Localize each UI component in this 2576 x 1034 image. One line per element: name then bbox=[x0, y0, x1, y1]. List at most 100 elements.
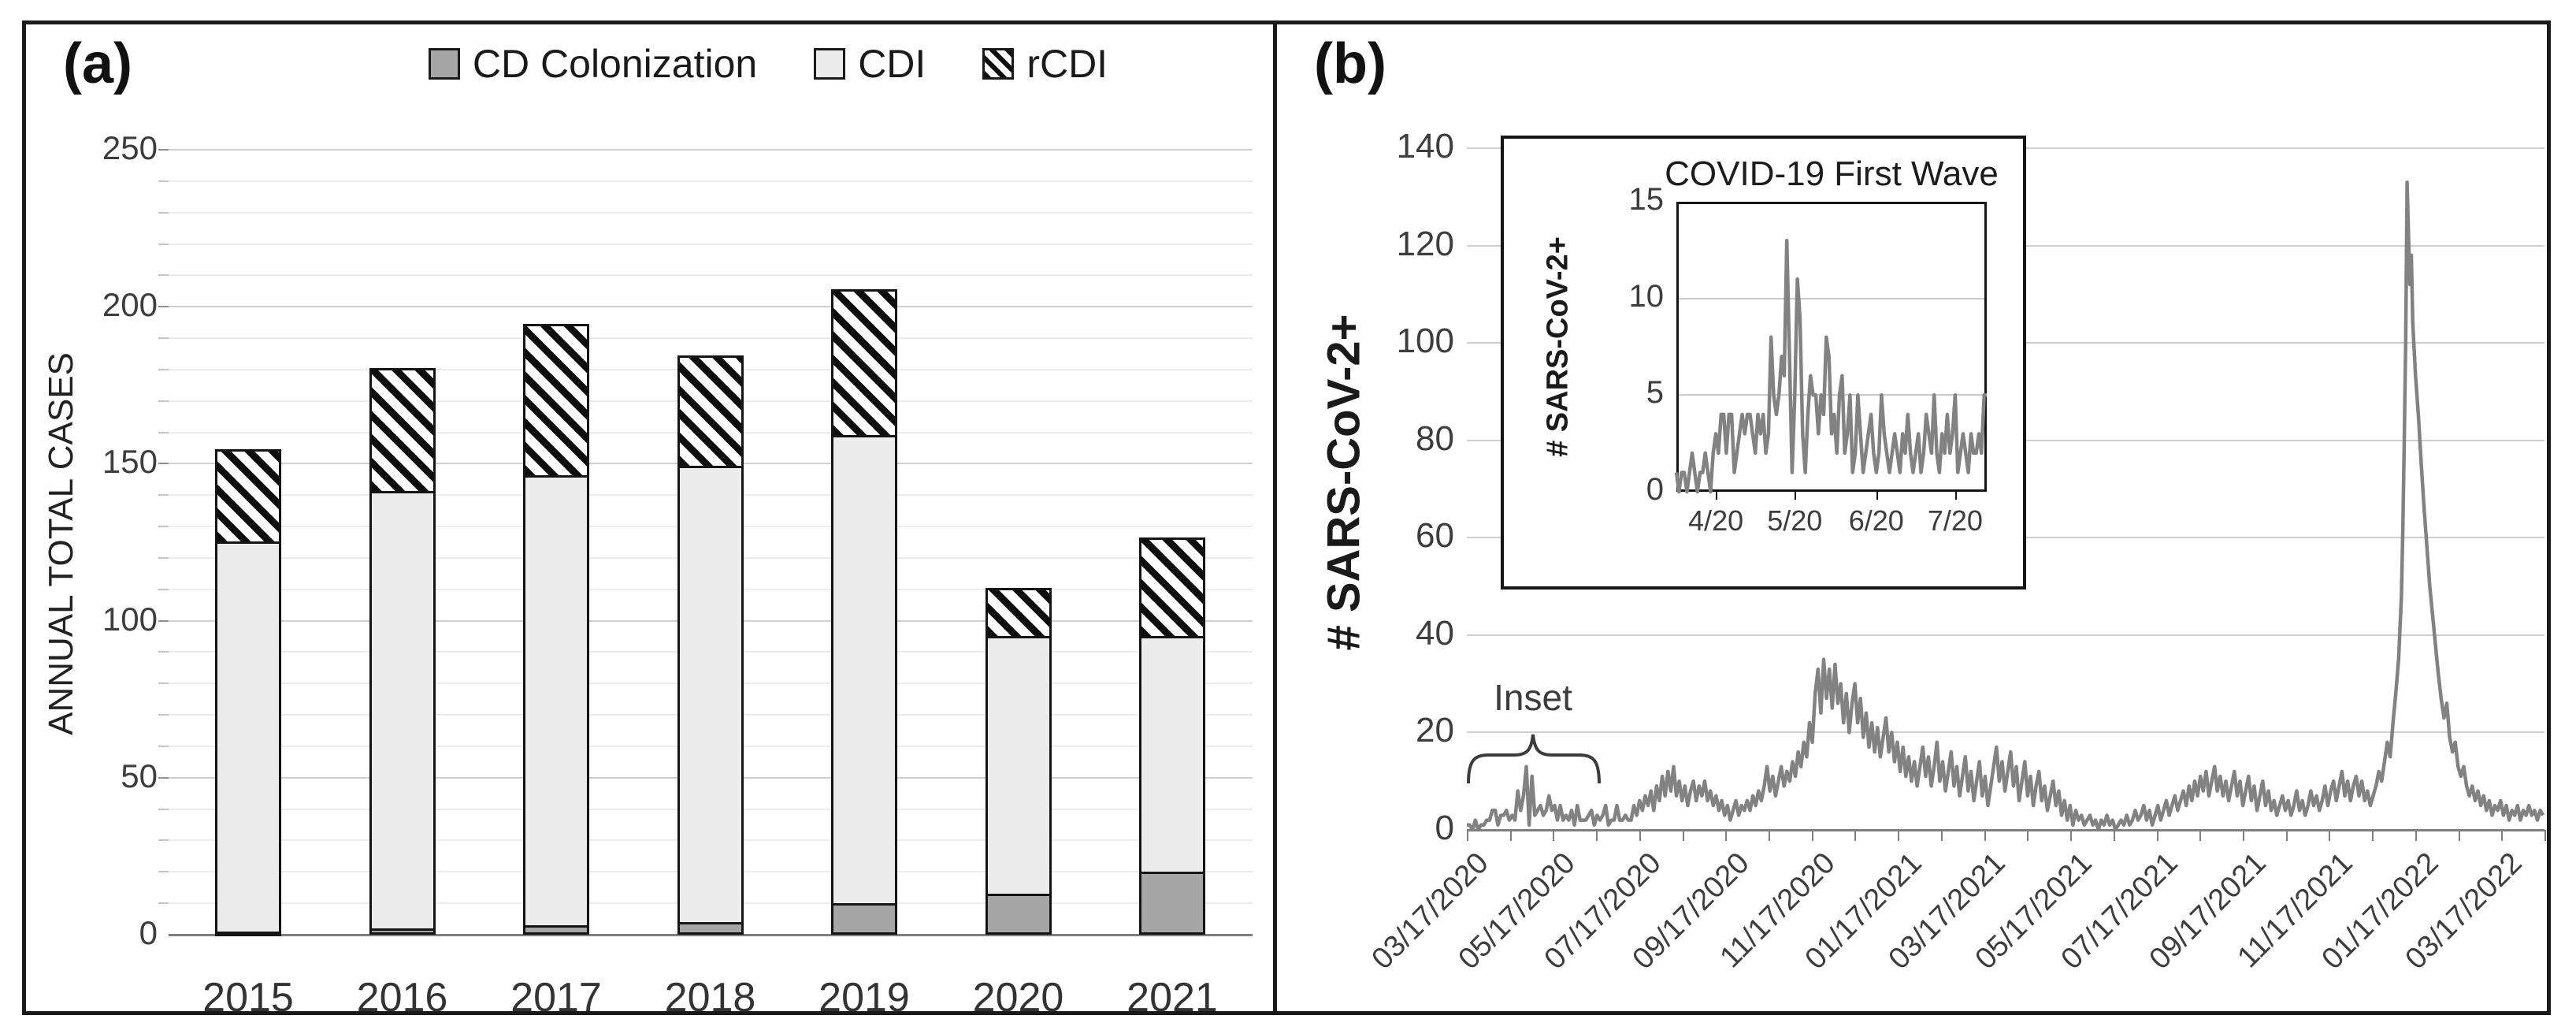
y-tick-label: 80 bbox=[1416, 418, 1454, 458]
inset-x-tick-label: 6/20 bbox=[1848, 504, 1904, 537]
bar-segment-rcdi bbox=[1139, 537, 1205, 638]
y-axis-tick bbox=[158, 149, 169, 151]
inset-x-tick-label: 7/20 bbox=[1927, 504, 1983, 537]
y-axis-tick bbox=[158, 463, 169, 465]
y-axis-tick bbox=[158, 274, 169, 277]
x-category-label: 2017 bbox=[510, 975, 602, 1021]
x-axis-tick bbox=[2544, 830, 2546, 841]
x-axis-tick bbox=[1854, 830, 1857, 841]
gridline-major bbox=[169, 306, 1253, 308]
x-category-label: 2021 bbox=[1127, 975, 1218, 1021]
legend: CD Colonization CDI rCDI bbox=[284, 41, 1253, 87]
x-axis-line bbox=[1467, 829, 2544, 831]
bar-segment-cd-colonization bbox=[1139, 872, 1205, 935]
legend-item-cd-colonization: CD Colonization bbox=[428, 41, 758, 87]
inset-x-axis-tick bbox=[1795, 492, 1797, 500]
x-axis-tick bbox=[1553, 830, 1555, 841]
legend-item-rcdi: rCDI bbox=[982, 41, 1108, 87]
legend-item-cdi: CDI bbox=[814, 41, 926, 87]
gridline-minor bbox=[169, 243, 1253, 245]
y-axis-tick bbox=[158, 494, 169, 497]
y-tick-label: 250 bbox=[102, 129, 158, 166]
y-axis-tick bbox=[158, 745, 169, 747]
x-axis-tick bbox=[1682, 830, 1684, 841]
y-axis-tick bbox=[158, 556, 169, 559]
bar-segment-cdi bbox=[369, 491, 436, 932]
x-axis-tick bbox=[1940, 830, 1943, 841]
x-axis-tick bbox=[1898, 830, 1900, 841]
legend-label: rCDI bbox=[1026, 42, 1108, 86]
panel-b-label: (b) bbox=[1314, 32, 1386, 95]
y-axis-tick bbox=[158, 211, 169, 214]
gridline-minor bbox=[169, 274, 1253, 277]
bar-segment-cdi bbox=[1139, 635, 1205, 875]
y-axis-tick bbox=[158, 839, 169, 842]
inset-plot-border bbox=[1676, 202, 1987, 492]
x-axis-tick bbox=[2027, 830, 2029, 841]
bar-segment-rcdi bbox=[985, 587, 1052, 638]
bar-segment-cdi bbox=[523, 475, 589, 928]
x-category-label: 2016 bbox=[356, 975, 448, 1021]
y-axis-tick bbox=[158, 651, 169, 653]
y-tick-label: 40 bbox=[1416, 613, 1454, 653]
solid-swatch-icon bbox=[428, 48, 460, 80]
inset-y-tick-label: 15 bbox=[1628, 182, 1665, 217]
y-tick-label: 20 bbox=[1416, 711, 1454, 750]
y-tick-label: 100 bbox=[1396, 322, 1454, 361]
y-axis-tick bbox=[158, 588, 169, 590]
panel-a-label: (a) bbox=[63, 32, 132, 95]
x-category-label: 2020 bbox=[972, 975, 1064, 1021]
y-axis-tick bbox=[158, 619, 169, 622]
bar-segment-rcdi bbox=[831, 289, 897, 437]
inset-span-brace bbox=[1467, 734, 1601, 784]
bar-segment-rcdi bbox=[677, 355, 744, 469]
x-axis-tick bbox=[2372, 830, 2374, 841]
inset-y-tick-label: 0 bbox=[1646, 472, 1664, 507]
gridline-major bbox=[1467, 634, 2544, 636]
y-axis-tick bbox=[158, 776, 169, 779]
inset-x-axis-tick bbox=[1876, 492, 1878, 500]
inset-x-tick-label: 5/20 bbox=[1767, 504, 1823, 537]
y-tick-label: 0 bbox=[1435, 809, 1454, 847]
x-category-label: 2019 bbox=[818, 975, 910, 1021]
gridline-major bbox=[1467, 731, 2544, 734]
gridline-minor bbox=[169, 211, 1253, 214]
y-tick-label: 50 bbox=[121, 757, 158, 794]
x-category-label: 2018 bbox=[664, 975, 756, 1021]
inset-first-wave-series-line bbox=[1674, 238, 1987, 494]
bar-segment-rcdi bbox=[523, 324, 589, 478]
bar-segment-rcdi bbox=[215, 449, 281, 544]
hatch-swatch-icon bbox=[982, 48, 1015, 80]
legend-label: CDI bbox=[858, 42, 926, 86]
panel-divider bbox=[1273, 20, 1277, 1015]
x-axis-tick bbox=[2329, 830, 2331, 841]
x-axis-tick bbox=[1509, 830, 1512, 841]
y-tick-label: 0 bbox=[139, 914, 158, 951]
inset-x-tick-label: 4/20 bbox=[1688, 504, 1744, 537]
x-axis-tick bbox=[2242, 830, 2244, 841]
y-axis-tick bbox=[158, 431, 169, 433]
y-tick-label: 120 bbox=[1396, 224, 1454, 263]
gridline-minor bbox=[169, 337, 1253, 340]
x-axis-tick bbox=[1984, 830, 1986, 841]
bar-segment-cdi bbox=[831, 434, 897, 906]
x-axis-tick bbox=[1769, 830, 1771, 841]
x-axis-tick bbox=[2501, 830, 2504, 841]
inset-title: COVID-19 First Wave bbox=[1665, 154, 1999, 193]
y-axis-tick bbox=[158, 337, 169, 340]
y-axis-tick bbox=[158, 808, 169, 810]
x-axis-tick bbox=[1639, 830, 1641, 841]
legend-label: CD Colonization bbox=[472, 42, 758, 86]
inset-annotation-label: Inset bbox=[1494, 677, 1572, 718]
x-axis-tick bbox=[2156, 830, 2158, 841]
bar-segment-cdi bbox=[215, 541, 281, 935]
y-tick-label: 200 bbox=[102, 286, 158, 324]
y-axis-tick bbox=[158, 902, 169, 905]
x-axis-tick bbox=[2070, 830, 2073, 841]
inset-gridline bbox=[1676, 297, 1987, 299]
x-axis-tick bbox=[1725, 830, 1728, 841]
y-axis-tick bbox=[158, 306, 169, 308]
x-category-label: 2015 bbox=[202, 975, 294, 1021]
inset-x-axis-tick bbox=[1954, 492, 1957, 500]
